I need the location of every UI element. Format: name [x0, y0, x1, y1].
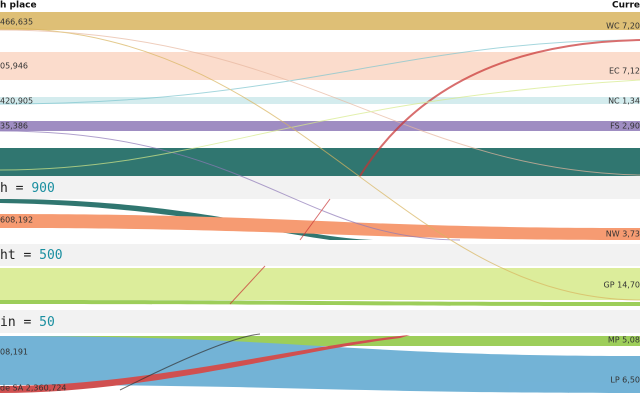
- flow: [0, 148, 640, 176]
- code-band: [0, 176, 640, 199]
- node-label: 05,946: [0, 62, 28, 71]
- flow: [0, 52, 640, 80]
- thin-flows: [0, 27, 640, 391]
- code-band: [0, 310, 640, 333]
- node-label: 466,635: [0, 18, 33, 27]
- flow: [0, 300, 640, 306]
- flow: [0, 335, 410, 393]
- flow-line: [359, 39, 640, 177]
- node-label: 608,192: [0, 216, 33, 225]
- flow: [0, 268, 640, 300]
- node-label: 420,905: [0, 97, 33, 106]
- flow-line: [0, 29, 640, 176]
- node-label: NC 1,34: [608, 97, 640, 106]
- code-op: =: [23, 315, 31, 330]
- code-op: =: [23, 248, 31, 263]
- flow: [0, 12, 640, 30]
- node-label: NW 3,73: [606, 230, 640, 239]
- right-title: Curre: [612, 1, 640, 11]
- code-line: ht = 500: [0, 248, 63, 263]
- flow: [0, 214, 640, 240]
- node-label: GP 14,70: [604, 281, 640, 290]
- flow-line: [0, 130, 461, 241]
- node-label: FS 2,90: [610, 122, 640, 131]
- flow: [0, 97, 640, 104]
- node-label: MP 5,08: [608, 336, 640, 345]
- node-label: de SA 2,360,724: [0, 384, 67, 393]
- node-label: WC 7,20: [606, 22, 640, 31]
- code-value: 900: [31, 181, 54, 196]
- code-op: =: [16, 181, 24, 196]
- flow-line: [0, 27, 640, 301]
- code-band: [0, 244, 640, 266]
- code-key: ht: [0, 248, 16, 263]
- flow-line: [229, 265, 266, 305]
- code-line: in = 50: [0, 315, 55, 330]
- flow-line: [119, 333, 261, 391]
- code-value: 50: [39, 315, 55, 330]
- left-title: h place: [0, 1, 37, 11]
- flow-line: [0, 39, 640, 105]
- code-key: h: [0, 181, 8, 196]
- node-label: 08,191: [0, 348, 28, 357]
- node-label: 35,386: [0, 122, 28, 131]
- code-key: in: [0, 315, 16, 330]
- node-label: LP 6,50: [610, 376, 640, 385]
- flow: [0, 121, 640, 131]
- flow-line: [299, 198, 331, 241]
- flow-line: [0, 79, 640, 171]
- flows: [0, 12, 640, 393]
- code-line: h = 900: [0, 181, 55, 196]
- node-label: EC 7,12: [609, 67, 640, 76]
- code-value: 500: [39, 248, 62, 263]
